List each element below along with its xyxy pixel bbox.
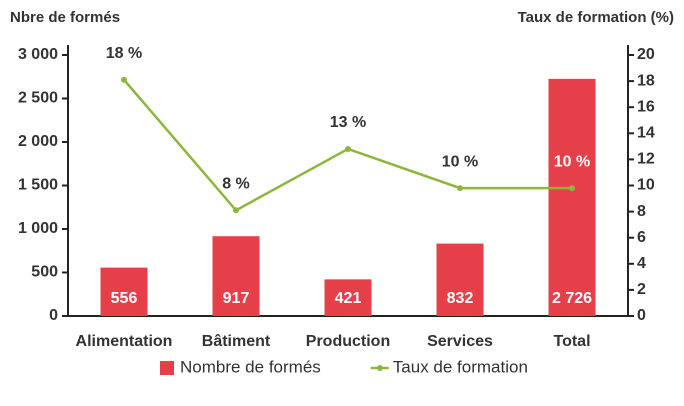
line-value-label: 10 % xyxy=(442,153,478,170)
y-tick-label: 0 xyxy=(49,307,58,324)
bar xyxy=(436,243,484,316)
legend-swatch-dot xyxy=(376,365,383,371)
x-tick-label: Bâtiment xyxy=(202,333,271,350)
y2-tick-label: 10 xyxy=(637,177,655,194)
bar xyxy=(100,267,148,316)
bar-value-label: 421 xyxy=(335,290,362,307)
x-tick-label: Alimentation xyxy=(76,333,173,350)
y-tick-label: 2 500 xyxy=(18,90,58,107)
y2-tick-label: 0 xyxy=(637,307,646,324)
bar-value-label: 917 xyxy=(223,290,250,307)
legend-label: Taux de formation xyxy=(393,357,528,376)
y2-tick-label: 20 xyxy=(637,46,655,63)
y2-tick-label: 4 xyxy=(637,255,646,272)
x-tick-label: Total xyxy=(553,333,590,350)
y2-tick-label: 8 xyxy=(637,203,646,220)
y2-tick-label: 12 xyxy=(637,151,655,168)
line-point xyxy=(345,145,351,152)
line-value-label: 18 % xyxy=(106,45,142,62)
y2-axis-title: Taux de formation (%) xyxy=(518,9,674,26)
bar xyxy=(324,279,372,316)
line xyxy=(123,78,572,212)
line-point xyxy=(121,76,127,83)
y-tick-label: 1 000 xyxy=(18,220,58,237)
y-tick-label: 500 xyxy=(31,264,58,281)
y-tick-label: 3 000 xyxy=(18,46,58,63)
legend-label: Nombre de formés xyxy=(180,357,321,376)
y-tick-label: 1 500 xyxy=(18,177,58,194)
y2-tick-label: 16 xyxy=(637,98,655,115)
bar-value-label: 2 726 xyxy=(552,290,592,307)
bar xyxy=(548,78,596,316)
line-value-label: 10 % xyxy=(554,153,590,170)
y2-tick-label: 2 xyxy=(637,281,646,298)
y2-tick-label: 14 xyxy=(637,125,655,142)
line-point xyxy=(457,185,463,192)
y2-tick-label: 18 xyxy=(637,72,655,89)
y-axis-title: Nbre de formés xyxy=(10,9,120,26)
line-value-label: 13 % xyxy=(330,114,366,131)
line-point xyxy=(569,185,575,192)
x-tick-label: Services xyxy=(427,333,493,350)
bar xyxy=(212,236,260,316)
line-point xyxy=(233,207,239,214)
y2-tick-label: 6 xyxy=(637,229,646,246)
legend-swatch xyxy=(160,361,174,375)
line-value-label: 8 % xyxy=(222,176,250,193)
bar-value-label: 832 xyxy=(447,290,474,307)
bar-value-label: 556 xyxy=(111,290,138,307)
y-tick-label: 2 000 xyxy=(18,133,58,150)
x-tick-label: Production xyxy=(306,333,390,350)
